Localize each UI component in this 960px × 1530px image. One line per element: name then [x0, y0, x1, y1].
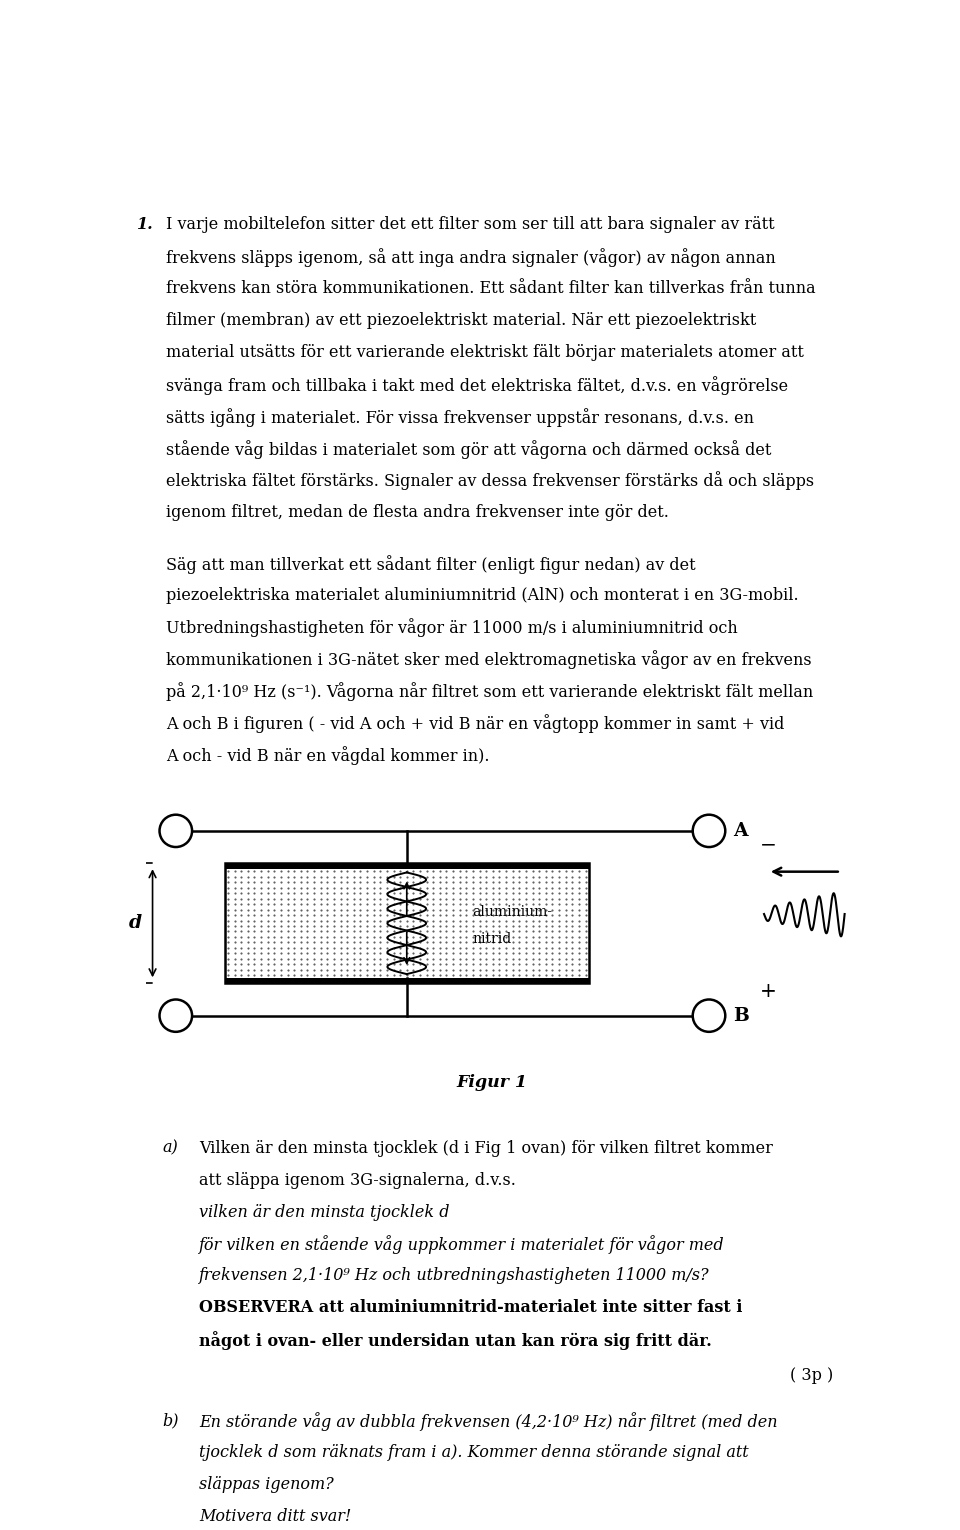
Text: Säg att man tillverkat ett sådant filter (enligt figur nedan) av det: Säg att man tillverkat ett sådant filter…	[166, 555, 696, 574]
Text: att släppa igenom 3G-signalerna, d.v.s.: att släppa igenom 3G-signalerna, d.v.s.	[199, 1172, 516, 1189]
Text: igenom filtret, medan de flesta andra frekvenser inte gör det.: igenom filtret, medan de flesta andra fr…	[166, 503, 669, 520]
Text: Utbredningshastigheten för vågor är 11000 m/s i aluminiumnitrid och: Utbredningshastigheten för vågor är 1100…	[166, 618, 738, 638]
Text: något i ovan- eller undersidan utan kan röra sig fritt där.: något i ovan- eller undersidan utan kan …	[199, 1331, 711, 1351]
Circle shape	[159, 814, 192, 848]
Text: I varje mobiltelefon sitter det ett filter som ser till att bara signaler av rät: I varje mobiltelefon sitter det ett filt…	[166, 216, 775, 233]
Circle shape	[693, 999, 725, 1031]
Text: ( 3p ): ( 3p )	[790, 1368, 833, 1385]
Text: frekvens kan störa kommunikationen. Ett sådant filter kan tillverkas från tunna: frekvens kan störa kommunikationen. Ett …	[166, 280, 816, 297]
Circle shape	[693, 814, 725, 848]
Text: a): a)	[162, 1140, 179, 1157]
Text: A och - vid B när en vågdal kommer in).: A och - vid B när en vågdal kommer in).	[166, 747, 490, 765]
Text: A och B i figuren ( - vid A och + vid B när en vågtopp kommer in samt + vid: A och B i figuren ( - vid A och + vid B …	[166, 715, 785, 733]
Bar	[225, 863, 588, 869]
Bar	[225, 978, 588, 984]
Text: B: B	[733, 1007, 749, 1025]
Text: 1.: 1.	[137, 216, 154, 233]
Text: filmer (membran) av ett piezoelektriskt material. När ett piezoelektriskt: filmer (membran) av ett piezoelektriskt …	[166, 312, 756, 329]
Text: elektriska fältet förstärks. Signaler av dessa frekvenser förstärks då och släpp: elektriska fältet förstärks. Signaler av…	[166, 471, 815, 491]
Text: tjocklek d som räknats fram i a). Kommer denna störande signal att: tjocklek d som räknats fram i a). Kommer…	[199, 1444, 749, 1461]
Text: A: A	[733, 822, 748, 840]
Text: nitrid: nitrid	[472, 932, 512, 946]
Text: vilken är den minsta tjocklek d: vilken är den minsta tjocklek d	[199, 1204, 449, 1221]
Text: kommunikationen i 3G-nätet sker med elektromagnetiska vågor av en frekvens: kommunikationen i 3G-nätet sker med elek…	[166, 650, 812, 670]
Text: +: +	[760, 982, 777, 1001]
Bar	[225, 863, 588, 984]
Text: frekvensen 2,1·10⁹ Hz och utbredningshastigheten 11000 m/s?: frekvensen 2,1·10⁹ Hz och utbredningshas…	[199, 1267, 709, 1285]
Text: Motivera ditt svar!: Motivera ditt svar!	[199, 1507, 351, 1525]
Text: sätts igång i materialet. För vissa frekvenser uppstår resonans, d.v.s. en: sätts igång i materialet. För vissa frek…	[166, 407, 755, 427]
Text: −: −	[760, 835, 777, 854]
Text: aluminium-: aluminium-	[472, 904, 553, 918]
Text: frekvens släpps igenom, så att inga andra signaler (vågor) av någon annan: frekvens släpps igenom, så att inga andr…	[166, 248, 777, 266]
Text: stående våg bildas i materialet som gör att vågorna och därmed också det: stående våg bildas i materialet som gör …	[166, 439, 772, 459]
Text: för vilken en stående våg uppkommer i materialet för vågor med: för vilken en stående våg uppkommer i ma…	[199, 1236, 725, 1255]
Text: material utsätts för ett varierande elektriskt fält börjar materialets atomer at: material utsätts för ett varierande elek…	[166, 344, 804, 361]
Text: piezoelektriska materialet aluminiumnitrid (AlN) och monterat i en 3G-mobil.: piezoelektriska materialet aluminiumnitr…	[166, 586, 799, 604]
Text: svänga fram och tillbaka i takt med det elektriska fältet, d.v.s. en vågrörelse: svänga fram och tillbaka i takt med det …	[166, 376, 788, 395]
Text: på 2,1·10⁹ Hz (s⁻¹). Vågorna når filtret som ett varierande elektriskt fält mell: på 2,1·10⁹ Hz (s⁻¹). Vågorna når filtret…	[166, 682, 814, 701]
Circle shape	[159, 999, 192, 1031]
Text: b): b)	[162, 1412, 180, 1429]
Text: släppas igenom?: släppas igenom?	[199, 1476, 334, 1493]
Text: En störande våg av dubbla frekvensen (4,2·10⁹ Hz) når filtret (med den: En störande våg av dubbla frekvensen (4,…	[199, 1412, 778, 1431]
Text: Figur 1: Figur 1	[457, 1074, 527, 1091]
Text: d: d	[129, 915, 142, 932]
Text: Vilken är den minsta tjocklek (d i Fig 1 ovan) för vilken filtret kommer: Vilken är den minsta tjocklek (d i Fig 1…	[199, 1140, 773, 1157]
Text: OBSERVERA att aluminiumnitrid-materialet inte sitter fast i: OBSERVERA att aluminiumnitrid-materialet…	[199, 1299, 742, 1316]
